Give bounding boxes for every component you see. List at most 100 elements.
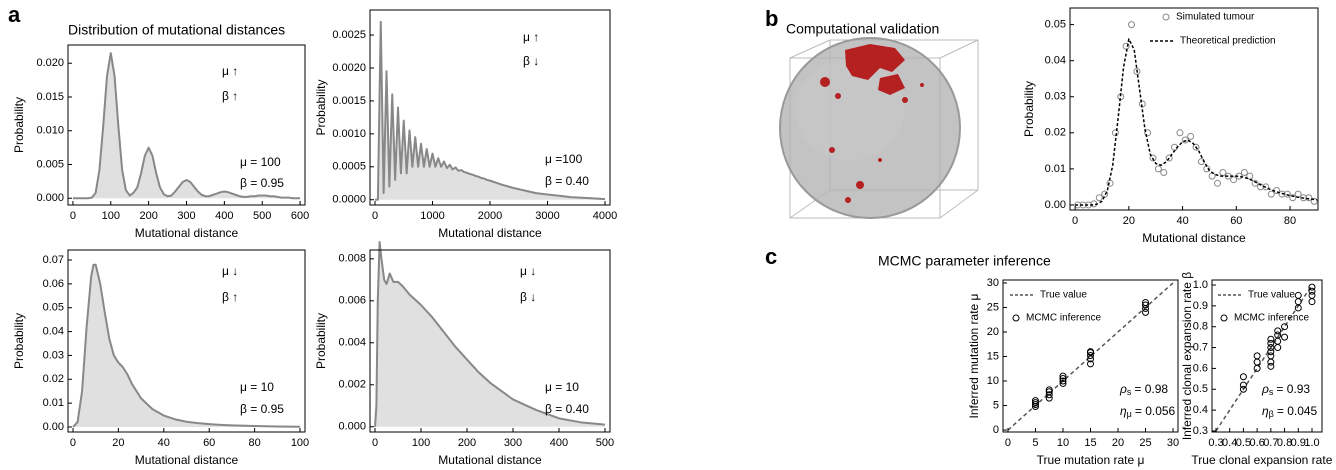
legend-marker [1162, 13, 1170, 21]
data-point [1310, 197, 1318, 205]
data-point [1142, 299, 1150, 307]
annotation: μ ↓ [222, 264, 238, 278]
x-tick-label: 0 [1072, 215, 1078, 227]
x-tick-label: 600 [291, 210, 309, 222]
y-axis-label: Probability [314, 313, 328, 369]
curve [374, 241, 606, 427]
data-point [1230, 176, 1238, 184]
data-point [1299, 194, 1307, 202]
data-point [1267, 344, 1275, 352]
y-tick-label: 0.7 [1193, 341, 1208, 353]
data-point [1294, 291, 1302, 299]
data-point [1128, 21, 1136, 29]
y-tick-label: 0.03 [1045, 91, 1066, 103]
data-point [1289, 194, 1297, 202]
data-point [1267, 190, 1275, 198]
y-tick-label: 0.01 [1045, 163, 1066, 175]
data-point [1192, 143, 1200, 151]
stat-symbol: ρ [1119, 382, 1127, 396]
x-axis-label: True clonal expansion rate β [1191, 453, 1336, 467]
x-axis-label: Mutational distance [438, 453, 542, 467]
x-tick-label: 20 [112, 437, 124, 449]
x-tick-label: 2000 [478, 210, 502, 222]
x-tick-label: 10 [1057, 437, 1069, 449]
data-point [1142, 301, 1150, 309]
data-point [1308, 298, 1316, 306]
x-tick-label: 0 [70, 210, 76, 222]
data-point [1262, 183, 1270, 191]
y-tick-label: 0 [993, 424, 999, 436]
x-tick-label: 200 [458, 437, 476, 449]
y-tick-label: 0.02 [1045, 127, 1066, 139]
data-point [1214, 179, 1222, 187]
annotation: μ ↓ [520, 264, 536, 278]
data-point [1045, 388, 1053, 396]
x-tick-label: 1000 [420, 210, 444, 222]
x-tick-label: 0.4 [1222, 437, 1237, 449]
x-tick-label: 0 [372, 437, 378, 449]
y-tick-label: 0.4 [1193, 404, 1208, 416]
y-tick-label: 0.005 [36, 158, 64, 170]
data-point [1253, 364, 1261, 372]
y-tick-label: 0.015 [36, 91, 64, 103]
x-tick-label: 500 [253, 210, 271, 222]
x-tick-label: 25 [1139, 437, 1151, 449]
y-tick-label: 0.0025 [332, 29, 366, 41]
data-point [1176, 129, 1184, 137]
annotation: β = 0.40 [545, 174, 589, 188]
data-point [1251, 179, 1259, 187]
y-tick-label: 0.01 [43, 397, 64, 409]
y-axis-label: Probability [1022, 81, 1036, 137]
data-point [1267, 335, 1275, 343]
data-point [1219, 168, 1227, 176]
stat-value: = 0.93 [1276, 382, 1310, 396]
annotation: β = 0.95 [240, 176, 284, 190]
data-point [1239, 385, 1247, 393]
data-point [1142, 308, 1150, 316]
x-tick-label: 100 [102, 210, 120, 222]
y-tick-label: 0.05 [43, 302, 64, 314]
data-point [1087, 360, 1094, 368]
x-tick-label: 200 [139, 210, 157, 222]
x-tick-label: 400 [215, 210, 233, 222]
x-tick-label: 1.0 [1304, 437, 1319, 449]
legend-label: True value [1040, 290, 1087, 301]
statistic: ημ = 0.056 [1120, 404, 1176, 419]
y-axis-label: Probability [12, 97, 26, 153]
data-point [1267, 352, 1275, 360]
data-point [1253, 352, 1261, 360]
y-tick-label: 0.006 [338, 295, 366, 307]
data-point [1122, 42, 1130, 50]
x-tick-label: 40 [1176, 215, 1188, 227]
data-point [1308, 287, 1316, 295]
x-tick-label: 0.5 [1236, 437, 1251, 449]
x-tick-label: 15 [1084, 437, 1096, 449]
data-point [1133, 67, 1141, 75]
x-tick-label: 5 [1032, 437, 1038, 449]
y-tick-label: 0.0015 [332, 95, 366, 107]
data-point [1101, 190, 1109, 198]
stat-subscript: s [1269, 387, 1274, 397]
legend-label: MCMC inference [1026, 313, 1101, 324]
y-axis-label: Probability [12, 313, 26, 369]
legend-marker [1012, 314, 1020, 322]
stat-symbol: ρ [1261, 382, 1269, 396]
annotation: μ ↑ [523, 30, 539, 44]
legend-marker [1220, 314, 1228, 322]
data-point [1281, 333, 1289, 341]
x-tick-label: 80 [248, 437, 260, 449]
x-tick-label: 300 [504, 437, 522, 449]
annotation: μ ↑ [222, 64, 238, 78]
x-tick-label: 0 [1005, 437, 1011, 449]
panel-title: MCMC parameter inference [878, 253, 1051, 269]
x-tick-label: 0.9 [1291, 437, 1306, 449]
y-tick-label: 0.07 [43, 254, 64, 266]
legend-label: Simulated tumour [1176, 12, 1255, 23]
stat-subscript: μ [1127, 409, 1132, 419]
x-tick-label: 60 [1230, 215, 1242, 227]
data-point [1165, 154, 1173, 162]
x-tick-label: 0 [372, 210, 378, 222]
area-fill [375, 21, 605, 200]
curve [72, 52, 301, 200]
